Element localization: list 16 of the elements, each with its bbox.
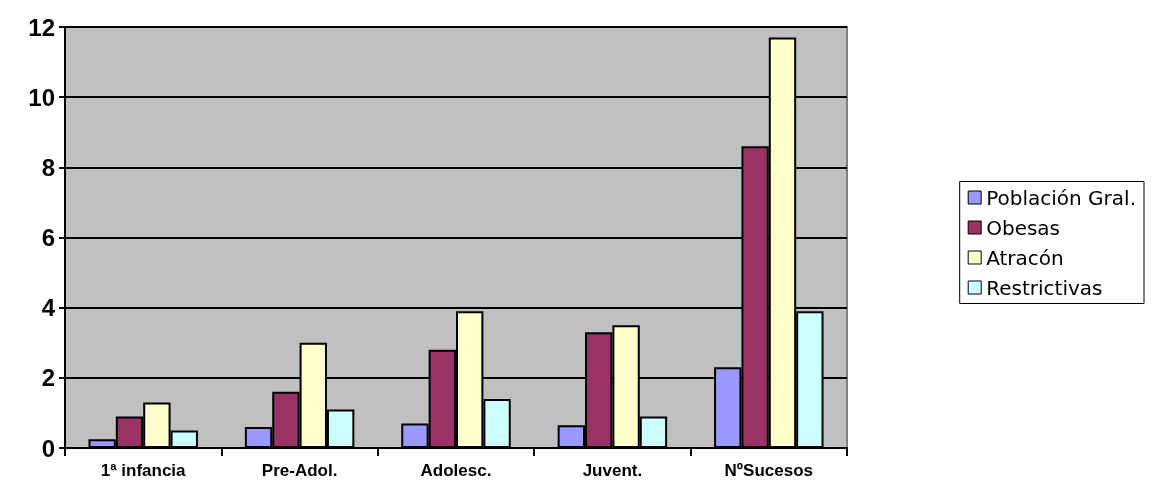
legend-label: Restrictivas — [986, 275, 1103, 300]
y-tick-label: 12 — [28, 13, 55, 41]
y-tick-label: 2 — [41, 364, 55, 392]
legend-label: Atracón — [986, 245, 1064, 270]
y-tick-label: 0 — [41, 434, 55, 462]
y-tick-label: 6 — [41, 224, 55, 251]
y-tick-label: 10 — [28, 83, 55, 111]
x-tick-label: Adolesc. — [420, 461, 492, 480]
x-tick-label: Pre-Adol. — [261, 461, 338, 480]
x-tick-label: Juvent. — [582, 461, 643, 480]
legend-label: Obesas — [986, 215, 1061, 240]
x-tick-label: NºSucesos — [724, 461, 814, 480]
legend-label: Población Gral. — [986, 185, 1137, 210]
y-tick-label: 8 — [41, 153, 55, 181]
x-tick-label: 1ª infancia — [100, 461, 187, 480]
y-tick-label: 4 — [41, 294, 56, 322]
